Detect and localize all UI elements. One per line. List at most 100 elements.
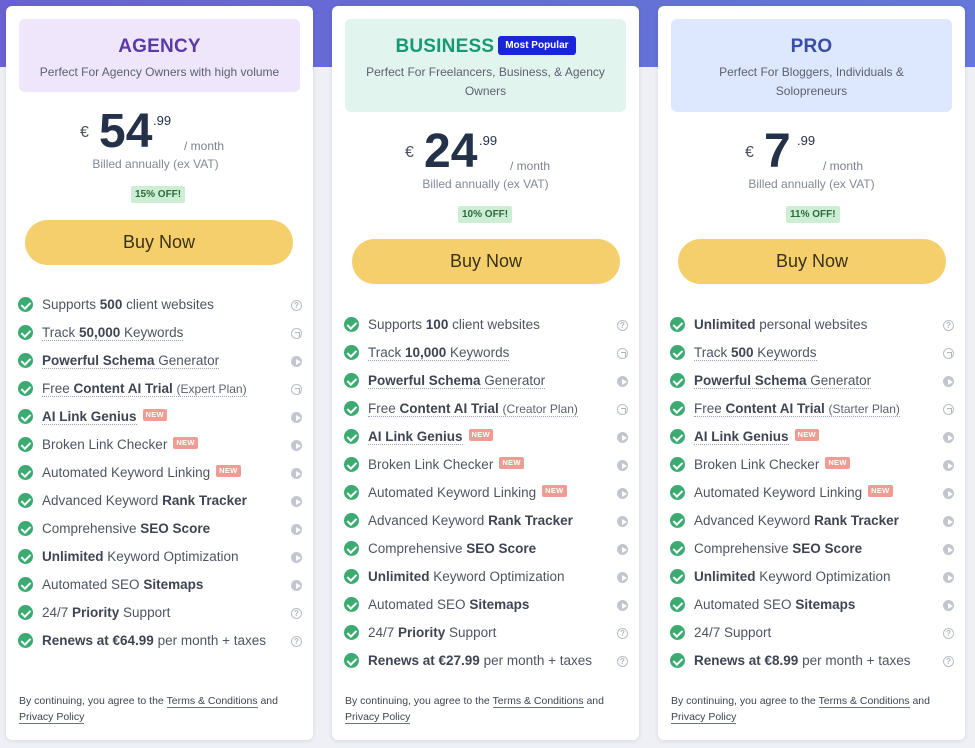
feature-label[interactable]: Advanced Keyword Rank Tracker bbox=[42, 493, 247, 508]
question-icon[interactable]: ? bbox=[617, 628, 628, 639]
feature-label[interactable]: Broken Link Checker bbox=[368, 457, 493, 472]
feature-label[interactable]: Free Content AI Trial (Expert Plan) bbox=[42, 381, 247, 397]
play-icon[interactable] bbox=[943, 572, 954, 583]
feature-text: Unlimited Keyword Optimization bbox=[42, 547, 239, 567]
question-icon[interactable]: ? bbox=[943, 628, 954, 639]
play-icon[interactable] bbox=[291, 412, 302, 423]
feature-label[interactable]: AI Link Genius bbox=[42, 409, 137, 425]
feature-label[interactable]: Renews at €27.99 per month + taxes bbox=[368, 653, 592, 668]
feature-label[interactable]: Automated Keyword Linking bbox=[694, 485, 862, 500]
feature-label[interactable]: Broken Link Checker bbox=[42, 437, 167, 452]
feature-label[interactable]: Unlimited Keyword Optimization bbox=[368, 569, 565, 584]
play-icon[interactable] bbox=[291, 552, 302, 563]
question-icon[interactable]: ? bbox=[291, 300, 302, 311]
arrow-icon[interactable] bbox=[943, 348, 954, 359]
play-icon[interactable] bbox=[943, 432, 954, 443]
feature-label[interactable]: Comprehensive SEO Score bbox=[42, 521, 210, 536]
feature-label[interactable]: Track 500 Keywords bbox=[694, 345, 817, 361]
play-icon[interactable] bbox=[943, 376, 954, 387]
question-icon[interactable]: ? bbox=[617, 656, 628, 667]
privacy-link[interactable]: Privacy Policy bbox=[671, 711, 737, 724]
play-icon[interactable] bbox=[617, 432, 628, 443]
check-icon bbox=[344, 429, 359, 444]
feature-text-bold: Rank Tracker bbox=[814, 513, 899, 528]
terms-link[interactable]: Terms & Conditions bbox=[166, 695, 258, 708]
play-icon[interactable] bbox=[291, 468, 302, 479]
feature-label[interactable]: Unlimited Keyword Optimization bbox=[694, 569, 891, 584]
play-icon[interactable] bbox=[291, 496, 302, 507]
feature-label[interactable]: 24/7 Priority Support bbox=[42, 605, 170, 620]
feature-label[interactable]: Powerful Schema Generator bbox=[368, 373, 546, 389]
feature-label[interactable]: Unlimited Keyword Optimization bbox=[42, 549, 239, 564]
privacy-link[interactable]: Privacy Policy bbox=[345, 711, 411, 724]
feature-label[interactable]: Advanced Keyword Rank Tracker bbox=[368, 513, 573, 528]
arrow-icon[interactable] bbox=[291, 328, 302, 339]
question-icon[interactable]: ? bbox=[943, 656, 954, 667]
price: € 54 .99 / month bbox=[6, 106, 313, 160]
feature-label[interactable]: Comprehensive SEO Score bbox=[694, 541, 862, 556]
feature-label[interactable]: Track 50,000 Keywords bbox=[42, 325, 184, 341]
question-icon[interactable]: ? bbox=[291, 636, 302, 647]
feature-label[interactable]: Automated SEO Sitemaps bbox=[42, 577, 203, 592]
feature-label[interactable]: Powerful Schema Generator bbox=[42, 353, 220, 369]
feature-item: Automated SEO Sitemaps bbox=[18, 575, 302, 603]
feature-label[interactable]: Automated SEO Sitemaps bbox=[368, 597, 529, 612]
play-icon[interactable] bbox=[291, 580, 302, 591]
feature-label[interactable]: Powerful Schema Generator bbox=[694, 373, 872, 389]
arrow-icon[interactable] bbox=[617, 404, 628, 415]
play-icon[interactable] bbox=[617, 572, 628, 583]
play-icon[interactable] bbox=[617, 488, 628, 499]
play-icon[interactable] bbox=[943, 516, 954, 527]
feature-label[interactable]: Broken Link Checker bbox=[694, 457, 819, 472]
billing-note: Billed annually (ex VAT) bbox=[422, 177, 549, 191]
terms-link[interactable]: Terms & Conditions bbox=[492, 695, 584, 708]
feature-text-pre: Comprehensive bbox=[368, 541, 467, 556]
play-icon[interactable] bbox=[617, 376, 628, 387]
check-icon bbox=[18, 437, 33, 452]
feature-label[interactable]: Renews at €64.99 per month + taxes bbox=[42, 633, 266, 648]
feature-text-bold: Priority bbox=[398, 625, 446, 640]
play-icon[interactable] bbox=[291, 356, 302, 367]
play-icon[interactable] bbox=[943, 600, 954, 611]
play-icon[interactable] bbox=[291, 440, 302, 451]
feature-label[interactable]: 24/7 Support bbox=[694, 625, 771, 640]
question-icon[interactable]: ? bbox=[617, 320, 628, 331]
feature-label[interactable]: Comprehensive SEO Score bbox=[368, 541, 536, 556]
play-icon[interactable] bbox=[617, 544, 628, 555]
feature-label[interactable]: Supports 500 client websites bbox=[42, 297, 214, 312]
play-icon[interactable] bbox=[617, 460, 628, 471]
check-icon bbox=[670, 541, 685, 556]
feature-label[interactable]: AI Link Genius bbox=[368, 429, 463, 445]
question-icon[interactable]: ? bbox=[291, 608, 302, 619]
privacy-link[interactable]: Privacy Policy bbox=[19, 711, 85, 724]
feature-label[interactable]: Track 10,000 Keywords bbox=[368, 345, 510, 361]
feature-label[interactable]: Automated Keyword Linking bbox=[42, 465, 210, 480]
arrow-icon[interactable] bbox=[943, 404, 954, 415]
play-icon[interactable] bbox=[943, 488, 954, 499]
play-icon[interactable] bbox=[291, 524, 302, 535]
feature-label[interactable]: Unlimited personal websites bbox=[694, 317, 867, 332]
feature-text: Powerful Schema Generator bbox=[694, 371, 872, 391]
play-icon[interactable] bbox=[943, 544, 954, 555]
feature-label[interactable]: AI Link Genius bbox=[694, 429, 789, 445]
terms-link[interactable]: Terms & Conditions bbox=[818, 695, 910, 708]
feature-label[interactable]: Supports 100 client websites bbox=[368, 317, 540, 332]
feature-label[interactable]: Free Content AI Trial (Starter Plan) bbox=[694, 401, 900, 417]
buy-now-button[interactable]: Buy Now bbox=[25, 220, 293, 265]
question-icon[interactable]: ? bbox=[943, 320, 954, 331]
play-icon[interactable] bbox=[617, 516, 628, 527]
feature-label[interactable]: Advanced Keyword Rank Tracker bbox=[694, 513, 899, 528]
arrow-icon[interactable] bbox=[617, 348, 628, 359]
play-icon[interactable] bbox=[943, 460, 954, 471]
feature-label[interactable]: Renews at €8.99 per month + taxes bbox=[694, 653, 911, 668]
buy-now-button[interactable]: Buy Now bbox=[678, 239, 946, 284]
plan-description: Perfect For Bloggers, Individuals & Solo… bbox=[719, 65, 904, 98]
feature-label[interactable]: Free Content AI Trial (Creator Plan) bbox=[368, 401, 578, 417]
feature-label[interactable]: 24/7 Priority Support bbox=[368, 625, 496, 640]
arrow-icon[interactable] bbox=[291, 384, 302, 395]
feature-label[interactable]: Automated SEO Sitemaps bbox=[694, 597, 855, 612]
feature-label[interactable]: Automated Keyword Linking bbox=[368, 485, 536, 500]
feature-text: Advanced Keyword Rank Tracker bbox=[42, 491, 247, 511]
play-icon[interactable] bbox=[617, 600, 628, 611]
buy-now-button[interactable]: Buy Now bbox=[352, 239, 620, 284]
